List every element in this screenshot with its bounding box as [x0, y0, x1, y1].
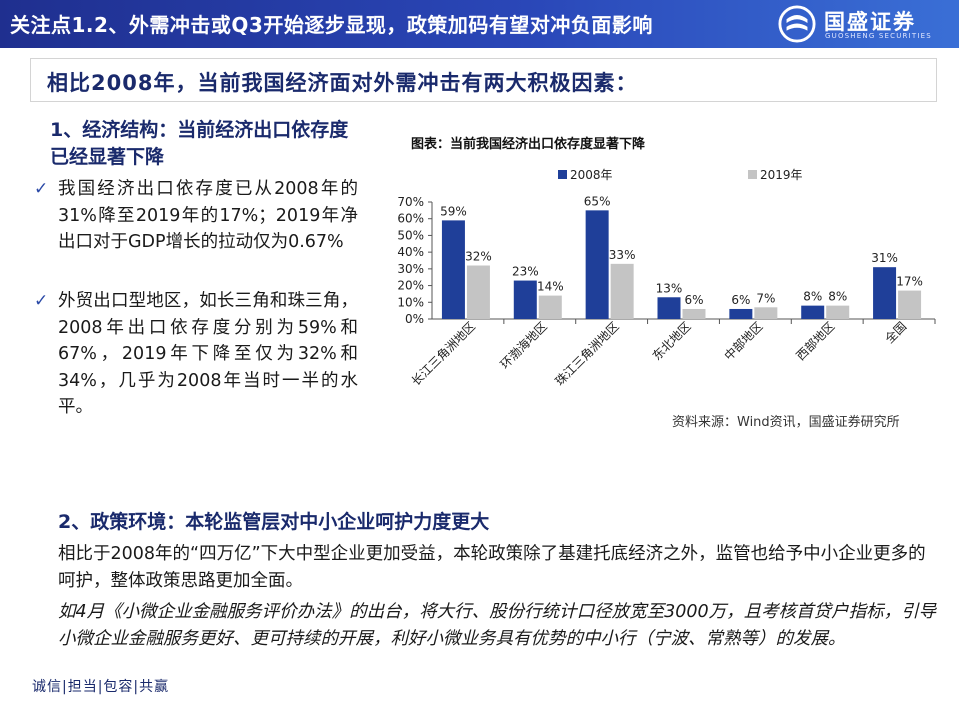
y-tick-label: 40% [397, 245, 424, 259]
data-label: 14% [537, 280, 564, 294]
chart-source: 资料来源：Wind资讯，国盛证券研究所 [672, 415, 900, 430]
section2-paragraph-italic: 如4月《小微企业金融服务评价办法》的出台，将大行、股份行统计口径放宽至3000万… [58, 602, 937, 649]
checkmark-icon: ✓ [34, 291, 49, 311]
legend-swatch [558, 170, 567, 179]
y-tick-label: 70% [397, 195, 424, 209]
bar-series1 [729, 308, 753, 319]
page-title: 关注点1.2、外需冲击或Q3开始逐步显现，政策加码有望对冲负面影响 [10, 13, 653, 37]
x-category-label: 珠江三角洲地区 [552, 319, 621, 388]
bullet-item: ✓ 外贸出口型地区，如长三角和珠三角，2008年出口依存度分别为59%和67%，… [34, 288, 358, 421]
company-logo: 国盛证券 GUOSHENG SECURITIES [774, 2, 956, 46]
y-tick-label: 60% [397, 212, 424, 226]
data-label: 6% [684, 293, 703, 307]
y-tick-label: 50% [397, 228, 424, 242]
bar-series1 [873, 267, 897, 319]
logo-subtext: GUOSHENG SECURITIES [825, 32, 932, 40]
x-category-label: 全国 [882, 319, 910, 347]
footer-slogan: 诚信|担当|包容|共赢 [32, 679, 170, 695]
y-tick-label: 30% [397, 262, 424, 276]
guosheng-logo-icon [778, 5, 816, 43]
y-tick-label: 0% [405, 312, 424, 326]
chart-title: 图表：当前我国经济出口依存度显著下降 [411, 137, 646, 152]
bar-series1 [441, 220, 465, 319]
bar-series1 [585, 210, 609, 319]
bar-series2 [610, 263, 634, 319]
data-label: 59% [440, 204, 467, 218]
data-label: 23% [512, 265, 539, 279]
data-label: 8% [828, 290, 847, 304]
data-label: 65% [584, 194, 611, 208]
header-bar: 关注点1.2、外需冲击或Q3开始逐步显现，政策加码有望对冲负面影响 国盛证券 G… [0, 0, 959, 48]
section2-title: 2、政策环境：本轮监管层对中小企业呵护力度更大 [58, 511, 490, 533]
bar-series1 [801, 305, 825, 319]
bullet-text: 我国经济出口依存度已从2008年的31%降至2019年的17%；2019年净出口… [58, 179, 358, 252]
data-label: 31% [871, 251, 898, 265]
export-dependency-bar-chart: 0%10%20%30%40%50%60%70%59%32%长江三角洲地区23%1… [397, 168, 936, 389]
bullet-text: 外贸出口型地区，如长三角和珠三角，2008年出口依存度分别为59%和67%，20… [58, 291, 358, 417]
x-category-label: 东北地区 [650, 319, 694, 363]
section1-title: 1、经济结构：当前经济出口依存度已经显著下降 [50, 119, 349, 168]
x-category-label: 中部地区 [721, 319, 766, 364]
logo-name: 国盛证券 [824, 10, 916, 34]
bar-series2 [466, 265, 490, 319]
x-category-label: 环渤海地区 [497, 319, 550, 372]
data-label: 13% [656, 281, 683, 295]
bar-series2 [754, 307, 778, 319]
y-tick-label: 10% [397, 295, 424, 309]
y-tick-label: 20% [397, 279, 424, 293]
data-label: 32% [465, 250, 492, 264]
data-label: 6% [731, 293, 750, 307]
legend-label: 2019年 [760, 168, 803, 182]
legend-swatch [748, 170, 757, 179]
headline-box: 相比2008年，当前我国经济面对外需冲击有两大积极因素： [30, 58, 937, 102]
bar-series2 [538, 295, 562, 319]
data-label: 33% [609, 248, 636, 262]
x-category-label: 长江三角洲地区 [409, 319, 478, 388]
bar-series2 [682, 308, 706, 319]
bar-series1 [657, 297, 681, 319]
checkmark-icon: ✓ [34, 179, 49, 199]
x-category-label: 西部地区 [793, 319, 838, 364]
section2-paragraph: 相比于2008年的“四万亿”下大中型企业更加受益，本轮政策除了基建托底经济之外，… [58, 544, 926, 591]
data-label: 8% [803, 290, 822, 304]
data-label: 7% [756, 291, 775, 305]
bullet-item: ✓ 我国经济出口依存度已从2008年的31%降至2019年的17%；2019年净… [34, 176, 358, 256]
bar-series1 [513, 280, 537, 319]
data-label: 17% [896, 275, 923, 289]
legend-label: 2008年 [570, 168, 613, 182]
headline: 相比2008年，当前我国经济面对外需冲击有两大积极因素： [47, 71, 638, 95]
bar-series2 [826, 305, 850, 319]
bar-series2 [898, 290, 922, 319]
